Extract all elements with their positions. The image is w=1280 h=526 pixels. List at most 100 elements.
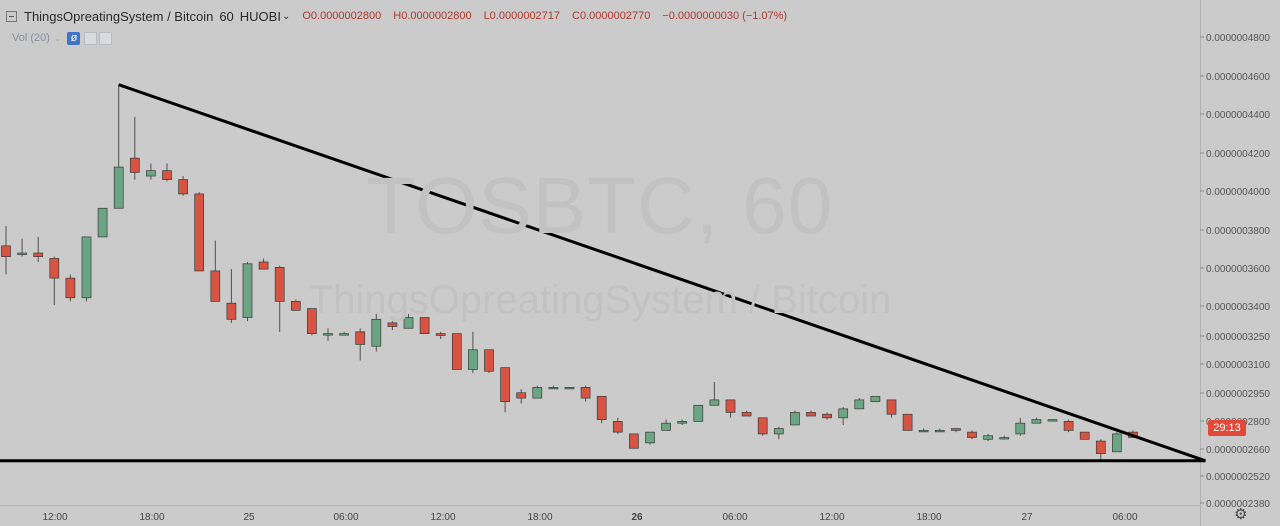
candle-body	[790, 412, 800, 426]
candle-body	[516, 392, 527, 399]
settings-gear-icon[interactable]: ⚙	[1234, 506, 1248, 523]
exchange-label[interactable]: HUOBI	[239, 8, 281, 24]
candle-body	[419, 317, 430, 334]
price-tick-label: 0.0000002950	[1206, 389, 1270, 400]
time-tick-label: 06:00	[1112, 512, 1137, 523]
candle-body	[274, 267, 285, 302]
price-tick-label: 0.0000002660	[1206, 445, 1270, 456]
candle-body	[129, 157, 140, 173]
candle-body	[65, 277, 76, 299]
candle-body	[403, 317, 414, 329]
price-axis-bg	[1200, 0, 1280, 526]
price-tick-label: 0.0000003600	[1206, 264, 1270, 275]
candle-body	[210, 270, 221, 302]
candle-body	[1112, 433, 1122, 453]
candle-body	[725, 399, 736, 413]
candle-body	[1095, 440, 1106, 454]
candle-body	[918, 429, 929, 433]
price-tick-label: 0.0000004000	[1206, 187, 1270, 198]
time-tick-label: 18:00	[139, 512, 164, 523]
candle-body	[49, 258, 60, 279]
price-tick-label: 0.0000003250	[1206, 332, 1270, 343]
candle-body	[548, 387, 559, 390]
candle-body	[693, 404, 704, 422]
candle-body	[1047, 419, 1058, 422]
candle-body	[886, 399, 897, 415]
candle-body	[806, 412, 816, 417]
volume-label[interactable]: Vol (20)	[12, 32, 50, 44]
candle-body	[355, 331, 366, 345]
candle-body	[902, 413, 913, 431]
candle-body	[33, 252, 44, 257]
time-tick-label: 12:00	[819, 512, 844, 523]
candle-body	[854, 399, 865, 410]
candle-body	[242, 263, 253, 318]
countdown-tag: 29:13	[1208, 420, 1246, 436]
candle-body	[162, 170, 172, 180]
volume-legend: Vol (20) ⌄ ø	[12, 30, 113, 46]
candle-body	[967, 431, 977, 438]
candle-body	[1, 245, 11, 257]
candle-body	[113, 166, 124, 209]
change-value: −0.0000000030 (−1.07%)	[662, 10, 788, 22]
high-value: H0.0000002800	[393, 10, 472, 22]
candle-body	[612, 421, 623, 433]
candle-body	[307, 308, 317, 334]
collapse-legend-icon[interactable]	[6, 10, 17, 22]
candle-body	[1063, 421, 1074, 431]
candle-body	[564, 387, 575, 390]
price-tick-label: 0.0000003400	[1206, 302, 1270, 313]
time-tick-label: 12:00	[430, 512, 455, 523]
time-tick-label: 18:00	[527, 512, 552, 523]
time-tick-label: 27	[1021, 512, 1033, 523]
candle-body	[484, 349, 494, 372]
price-tick-label: 0.0000004600	[1206, 72, 1270, 83]
time-tick-label: 18:00	[916, 512, 941, 523]
candle-body	[661, 422, 671, 431]
candle-body	[323, 333, 333, 336]
time-tick-label: 06:00	[722, 512, 747, 523]
candle-body	[17, 252, 27, 255]
candle-body	[757, 417, 768, 435]
time-tick-label: 06:00	[333, 512, 358, 523]
candle-body	[371, 318, 382, 347]
candle-body	[1031, 419, 1042, 424]
time-tick-label: 12:00	[42, 512, 67, 523]
price-tick-label: 0.0000002380	[1206, 499, 1270, 510]
candle-body	[999, 437, 1010, 440]
price-tick-label: 0.0000004400	[1206, 110, 1270, 121]
price-tick-label: 0.0000002520	[1206, 472, 1270, 483]
candle-body	[194, 193, 205, 272]
indicator-more-icon[interactable]	[99, 31, 113, 45]
candle-body	[773, 428, 784, 435]
candle-body	[645, 431, 655, 444]
candle-body	[1079, 431, 1090, 440]
chevron-down-icon[interactable]: ⌄	[281, 10, 291, 22]
candle-body	[387, 322, 398, 327]
candle-body	[468, 349, 478, 370]
candle-body	[290, 301, 301, 311]
chevron-down-icon[interactable]: ⌄	[53, 32, 62, 43]
candle-body	[451, 333, 462, 370]
candle-body	[741, 412, 752, 417]
candle-body	[226, 302, 237, 320]
price-tick-label: 0.0000003100	[1206, 360, 1270, 371]
watermark-ticker: TOSBTC, 60	[366, 161, 834, 250]
candle-body	[532, 387, 543, 399]
symbol-name[interactable]: ThingsOpreatingSystem / Bitcoin	[24, 8, 214, 24]
candle-body	[500, 367, 510, 403]
close-value: C0.0000002770	[572, 10, 651, 22]
interval-label[interactable]: 60	[219, 8, 234, 24]
candle-body	[435, 333, 446, 336]
candle-body	[951, 428, 961, 431]
price-tick-label: 0.0000003800	[1206, 226, 1270, 237]
candle-body	[709, 399, 720, 406]
candle-body	[258, 261, 269, 270]
symbol-legend: ThingsOpreatingSystem / Bitcoin 60 HUOBI…	[6, 6, 799, 26]
indicator-settings-icon[interactable]	[84, 31, 98, 45]
candle-body	[983, 435, 993, 440]
hide-indicator-icon[interactable]: ø	[67, 31, 81, 45]
price-tick-label: 0.0000004800	[1206, 33, 1270, 44]
